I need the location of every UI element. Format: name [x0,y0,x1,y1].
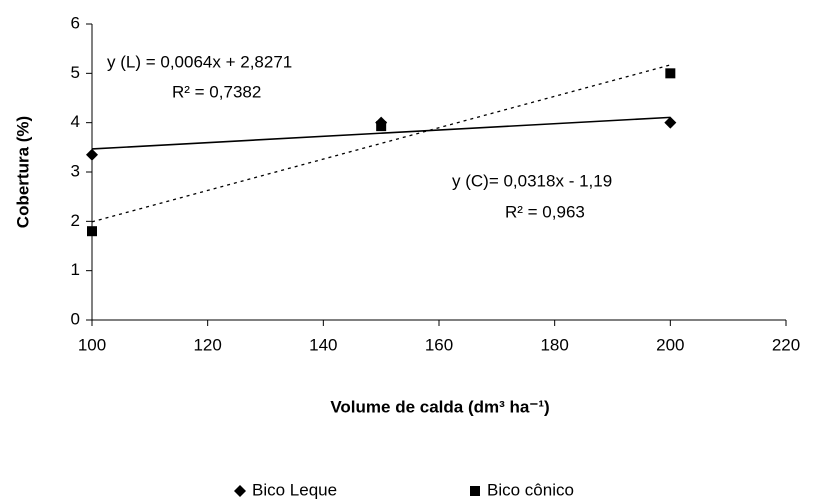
y-tick-label: 2 [71,211,80,230]
x-axis-title: Volume de calda (dm³ ha⁻¹) [330,397,549,416]
point [376,121,387,132]
y-tick-label: 1 [71,260,80,279]
point [665,68,676,79]
y-tick-label: 4 [71,112,80,131]
y-tick-label: 5 [71,63,80,82]
x-tick-label: 140 [309,335,337,354]
legend-marker [234,485,246,497]
annotation: R² = 0,963 [505,202,585,221]
y-axis-title: Cobertura (%) [13,116,32,228]
x-tick-label: 200 [656,335,684,354]
y-tick-label: 0 [71,309,80,328]
annotation: y (C)= 0,0318x - 1,19 [452,171,612,190]
annotation: y (L) = 0,0064x + 2,8271 [107,52,292,71]
trendline [91,116,671,150]
point [86,148,98,161]
trendline [91,64,671,223]
x-tick-label: 180 [540,335,568,354]
legend-label: Bico Leque [252,480,337,499]
point [664,116,677,129]
y-tick-label: 3 [71,161,80,180]
point [87,226,97,237]
legend-label: Bico cônico [487,480,574,499]
x-tick-label: 160 [425,335,453,354]
y-tick-label: 6 [71,13,80,32]
annotation: R² = 0,7382 [172,82,261,101]
x-tick-label: 220 [772,335,800,354]
x-tick-label: 120 [193,335,221,354]
x-tick-label: 100 [78,335,106,354]
legend-marker [470,486,480,496]
